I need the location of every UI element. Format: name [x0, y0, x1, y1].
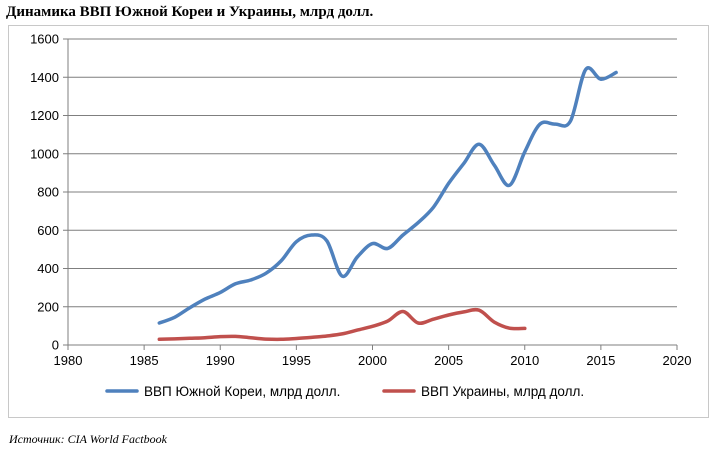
chart-title: Динамика ВВП Южной Кореи и Украины, млрд… — [6, 4, 374, 20]
series-lines — [157, 66, 618, 342]
x-axis-ticks: 1980 1985 1990 1995 2000 2005 2010 2015 2020 — [54, 345, 692, 368]
x-tick-label: 2015 — [586, 353, 615, 368]
grid-lines — [63, 38, 677, 350]
x-tick-label: 1980 — [54, 353, 83, 368]
legend: ВВП Южной Кореи, млрд долл. ВВП Украины, … — [105, 384, 584, 399]
x-tick-label: 2020 — [663, 353, 692, 368]
series-line-2 — [157, 307, 527, 342]
y-tick-label: 0 — [52, 338, 59, 353]
y-tick-label: 200 — [37, 299, 59, 314]
y-tick-label: 400 — [37, 261, 59, 276]
x-tick-label: 2010 — [510, 353, 539, 368]
chart-frame — [8, 25, 709, 418]
x-tick-label: 1985 — [130, 353, 159, 368]
legend-label-1: ВВП Южной Кореи, млрд долл. — [144, 384, 340, 399]
x-tick-label: 2000 — [358, 353, 387, 368]
y-axis-ticks: 0 200 400 600 800 1000 1200 1400 1600 — [30, 32, 59, 353]
source-note: Источник: CIA World Factbook — [9, 432, 167, 446]
legend-label-2: ВВП Украины, млрд долл. — [421, 384, 584, 399]
x-tick-label: 1990 — [206, 353, 235, 368]
y-tick-label: 800 — [37, 185, 59, 200]
x-tick-label: 2005 — [434, 353, 463, 368]
y-tick-label: 600 — [37, 223, 59, 238]
y-tick-label: 1600 — [30, 32, 59, 47]
series-line-1 — [157, 66, 618, 325]
y-tick-label: 1000 — [30, 146, 59, 161]
x-tick-label: 1995 — [282, 353, 311, 368]
y-tick-label: 1200 — [30, 108, 59, 123]
y-tick-label: 1400 — [30, 70, 59, 85]
